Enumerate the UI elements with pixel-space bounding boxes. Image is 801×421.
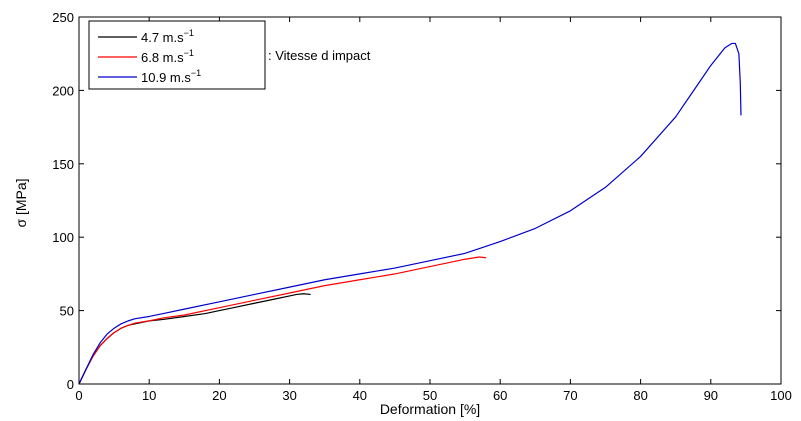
y-tick-label: 100 <box>52 230 74 245</box>
legend-note: : Vitesse d impact <box>268 48 371 63</box>
y-tick-label: 150 <box>52 157 74 172</box>
x-tick-label: 10 <box>142 388 156 403</box>
x-tick-label: 100 <box>770 388 792 403</box>
x-tick-label: 40 <box>353 388 367 403</box>
axis-layer: 0 10 20 30 40 50 60 70 80 90 100 0 50 100 150 200 250 <box>52 10 792 403</box>
x-tick-label: 50 <box>423 388 437 403</box>
legend-label-superscript: −1 <box>184 28 194 38</box>
legend: 4.7 m.s−16.8 m.s−110.9 m.s−1 <box>88 20 266 90</box>
x-tick-label: 0 <box>75 388 82 403</box>
y-tick-label: 250 <box>52 10 74 25</box>
series-line-2 <box>78 42 742 385</box>
y-axis-label: σ [MPa] <box>13 178 29 227</box>
y-tick-label: 50 <box>60 304 74 319</box>
x-tick-label: 60 <box>493 388 507 403</box>
series-line-1 <box>78 256 487 385</box>
x-tick-label: 90 <box>704 388 718 403</box>
series-layer <box>78 42 742 385</box>
legend-label-superscript: −1 <box>184 48 194 58</box>
x-tick-label: 80 <box>633 388 647 403</box>
x-tick-label: 70 <box>563 388 577 403</box>
legend-label-superscript: −1 <box>191 68 201 78</box>
legend-label-0: 4.7 m.s−1 <box>141 28 194 45</box>
legend-label-text: 10.9 m.s <box>141 70 191 85</box>
y-tick-label: 0 <box>67 377 74 392</box>
legend-label-1: 6.8 m.s−1 <box>141 48 194 65</box>
x-tick-label: 20 <box>212 388 226 403</box>
legend-label-text: 4.7 m.s <box>141 30 184 45</box>
x-axis-label: Deformation [%] <box>380 401 480 417</box>
x-tick-label: 30 <box>282 388 296 403</box>
legend-label-2: 10.9 m.s−1 <box>141 68 201 85</box>
legend-box <box>88 20 266 90</box>
legend-label-text: 6.8 m.s <box>141 50 184 65</box>
y-tick-label: 200 <box>52 83 74 98</box>
